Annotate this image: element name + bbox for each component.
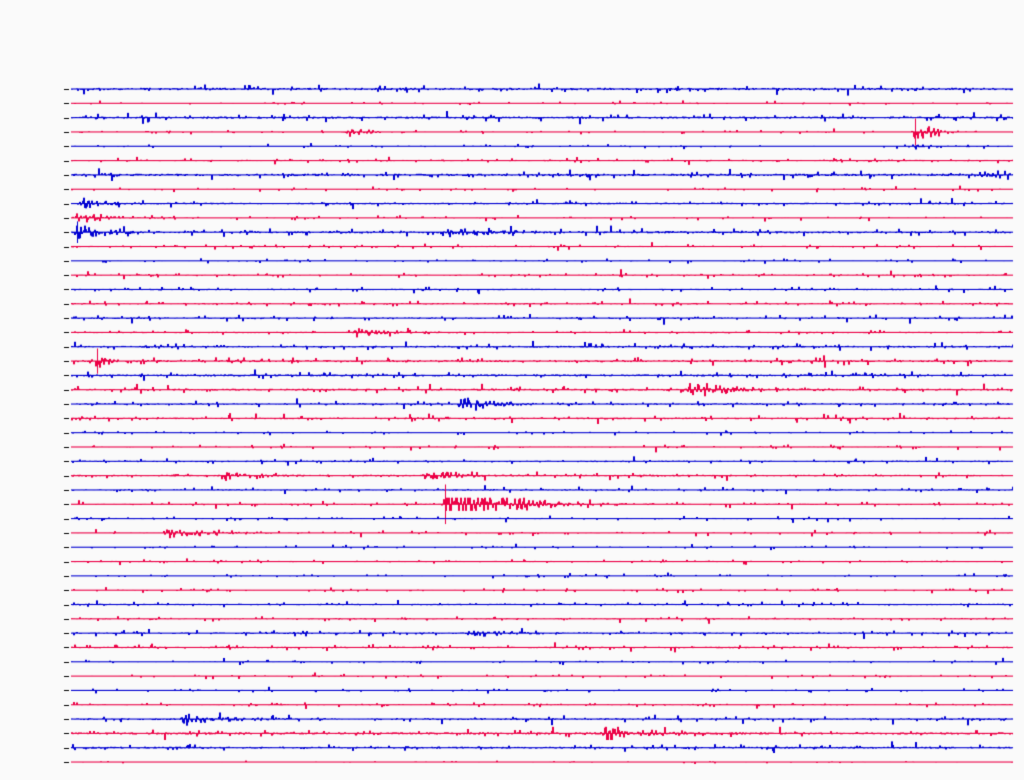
- helicorder-page: HA Eretria, Euboea Isl. 2024-11-22 Appli…: [0, 0, 1024, 780]
- seismogram-traces: [0, 0, 1024, 780]
